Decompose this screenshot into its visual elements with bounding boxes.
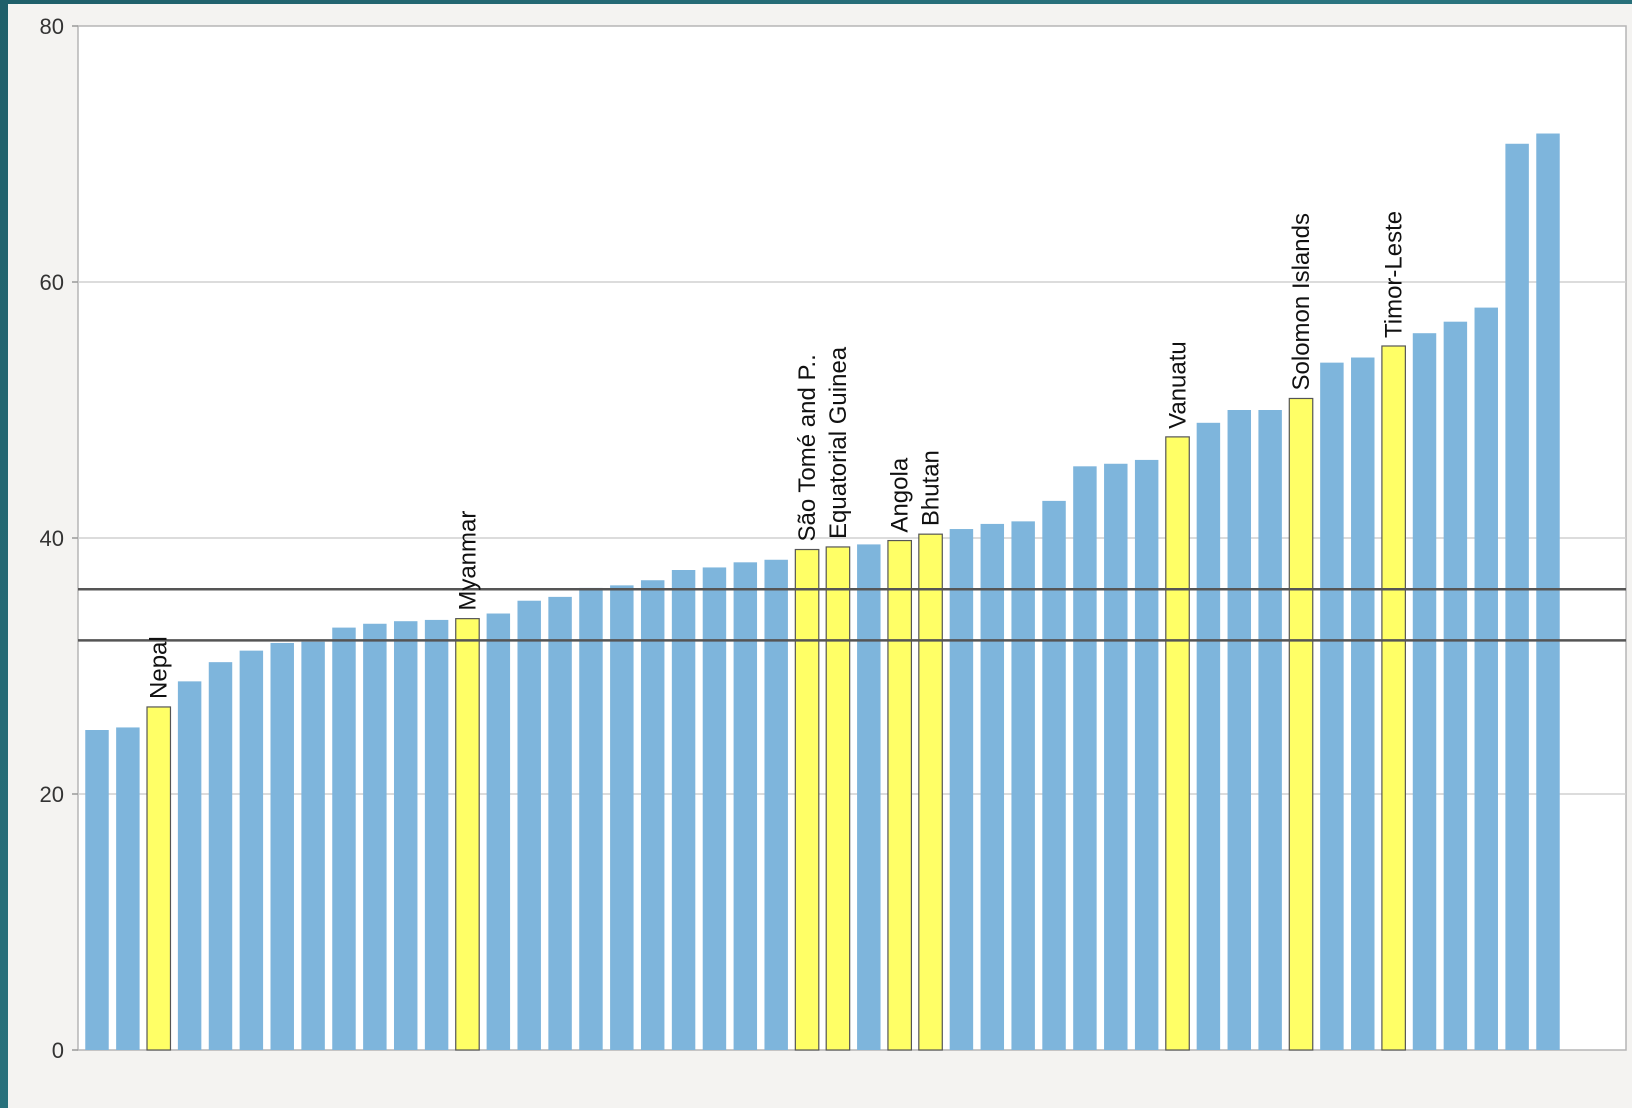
bar <box>980 523 1005 1050</box>
bar <box>640 580 665 1050</box>
bar <box>270 642 294 1050</box>
y-tick-label: 40 <box>40 526 64 551</box>
bar-label: Timor-Leste <box>1381 211 1408 338</box>
bar <box>1104 463 1128 1050</box>
bar <box>1474 307 1498 1051</box>
bar <box>1073 466 1097 1050</box>
bar <box>301 641 325 1050</box>
bar-highlighted <box>146 706 172 1051</box>
bar <box>1011 521 1035 1050</box>
chart-frame: 0 20 40 60 80 Nepal Myanmar São Tomé and P.. Eq… <box>8 4 1632 1108</box>
bar <box>1320 362 1344 1050</box>
bar <box>949 529 974 1050</box>
bar-highlighted <box>825 546 851 1051</box>
bar-label: São Tomé and P.. <box>794 354 821 541</box>
bar-highlighted <box>1165 436 1190 1051</box>
bar <box>1042 500 1066 1050</box>
reference-lines <box>78 587 1626 642</box>
bar <box>393 621 418 1050</box>
bar <box>1505 143 1529 1050</box>
bar <box>1412 333 1437 1050</box>
bar-highlighted <box>794 548 820 1051</box>
bar <box>208 662 233 1050</box>
bar-highlighted <box>1381 345 1406 1051</box>
bar-highlighted <box>455 618 480 1051</box>
bar <box>857 544 881 1050</box>
bar <box>517 600 541 1050</box>
bar <box>733 562 758 1050</box>
bar <box>1196 422 1221 1050</box>
y-tick-label: 80 <box>40 14 64 39</box>
bar-label: Bhutan <box>918 450 945 526</box>
bar <box>85 730 109 1050</box>
y-tick-label: 20 <box>40 782 64 807</box>
bar-label: Vanuatu <box>1165 341 1192 429</box>
bars <box>85 133 1560 1051</box>
bar <box>764 559 788 1050</box>
bar <box>671 570 696 1050</box>
bar-highlighted <box>887 539 913 1051</box>
bar-label: Nepal <box>146 636 173 699</box>
bar <box>702 567 727 1050</box>
bar <box>424 619 449 1050</box>
y-tick-label: 0 <box>52 1038 64 1063</box>
bar <box>548 596 572 1050</box>
bar <box>363 623 387 1050</box>
bar-label: Angola <box>887 457 914 532</box>
y-tick-label: 60 <box>40 270 64 295</box>
bar-label: Equatorial Guinea <box>825 346 852 539</box>
bar-highlighted <box>1288 397 1314 1051</box>
y-axis: 0 20 40 60 80 <box>40 14 78 1063</box>
bar-chart: 0 20 40 60 80 Nepal Myanmar São Tomé and P.. Eq… <box>40 14 1627 1063</box>
bar <box>239 650 264 1050</box>
bar <box>610 585 634 1050</box>
bar <box>116 727 140 1050</box>
bar <box>1258 410 1282 1050</box>
bar-label: Solomon Islands <box>1288 213 1315 390</box>
bar-labels: Nepal Myanmar São Tomé and P.. Equatorial G… <box>146 211 1408 699</box>
bar <box>579 587 603 1050</box>
bar <box>1351 357 1375 1050</box>
bar <box>486 613 511 1050</box>
bar <box>332 627 356 1050</box>
bar-label: Myanmar <box>454 511 481 611</box>
bar <box>177 681 202 1050</box>
bar <box>1227 410 1252 1050</box>
bar <box>1443 321 1468 1050</box>
bar <box>1134 459 1159 1050</box>
bar <box>1536 133 1560 1050</box>
bar-highlighted <box>918 533 943 1051</box>
